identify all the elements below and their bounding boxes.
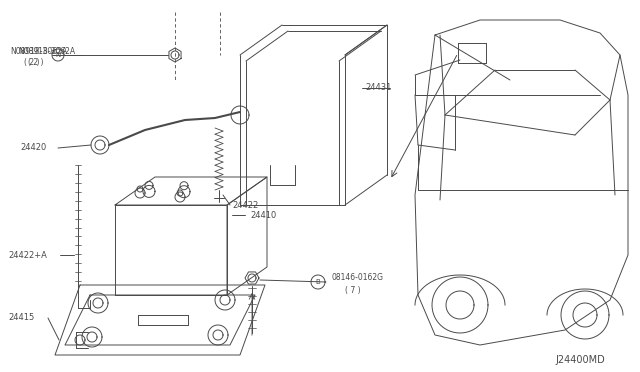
Text: ( 2 ): ( 2 ) bbox=[28, 58, 44, 67]
Text: 08146-0162G: 08146-0162G bbox=[332, 273, 384, 282]
Text: B: B bbox=[316, 279, 321, 285]
Text: 24422+A: 24422+A bbox=[8, 250, 47, 260]
Text: N: N bbox=[56, 52, 61, 58]
Text: 24431: 24431 bbox=[365, 83, 392, 93]
Text: 24422: 24422 bbox=[232, 201, 259, 209]
Text: ( 2 ): ( 2 ) bbox=[24, 58, 40, 67]
Text: 24420: 24420 bbox=[20, 144, 46, 153]
Text: N08918-3062A: N08918-3062A bbox=[10, 48, 67, 57]
Text: 24415: 24415 bbox=[8, 314, 35, 323]
Text: N08918-3062A: N08918-3062A bbox=[18, 48, 75, 57]
Text: ( 7 ): ( 7 ) bbox=[345, 285, 360, 295]
Text: 24410: 24410 bbox=[250, 211, 276, 219]
Text: J24400MD: J24400MD bbox=[555, 355, 605, 365]
